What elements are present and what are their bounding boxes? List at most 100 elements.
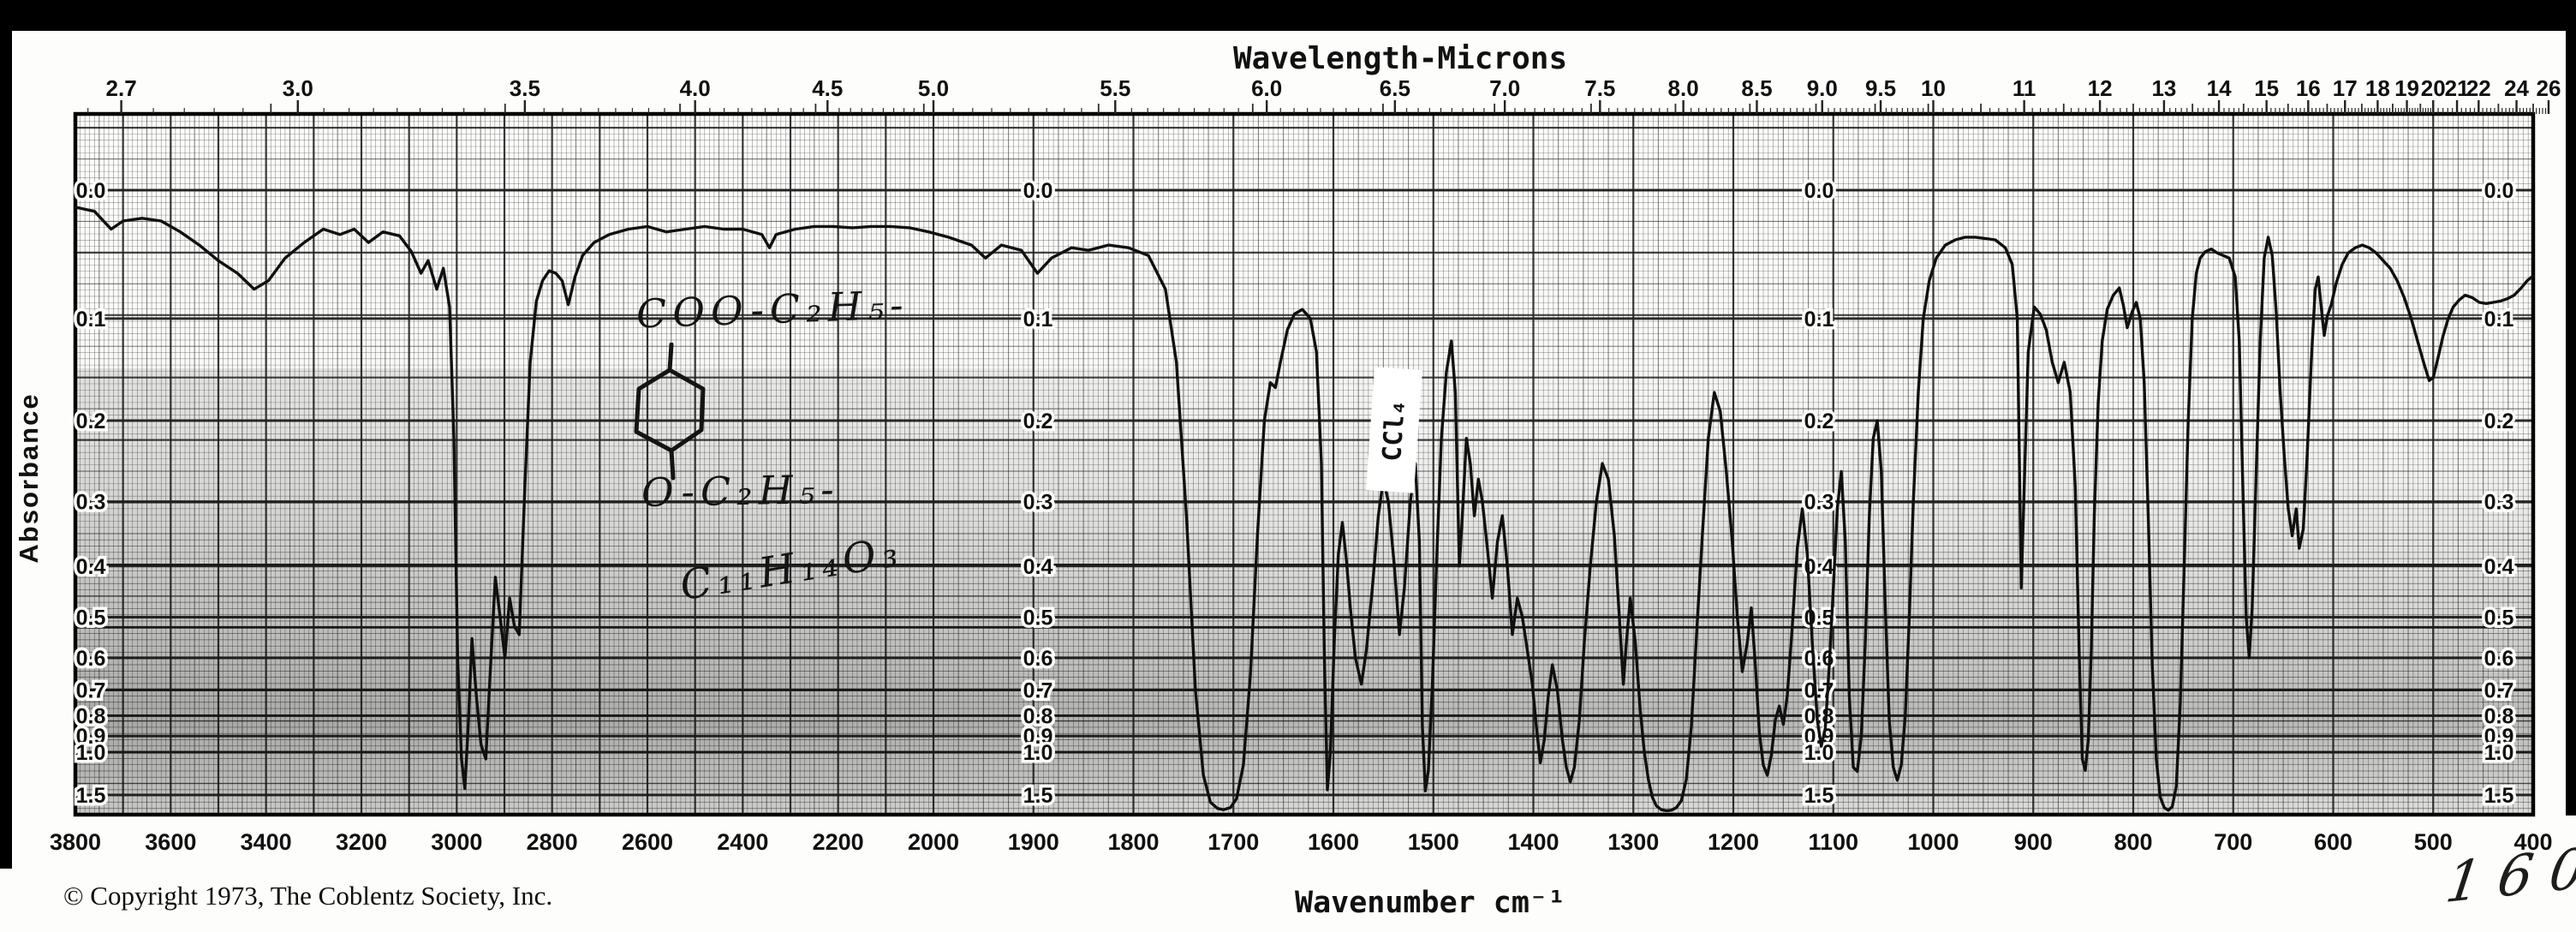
svg-text:0.8: 0.8 [2484,704,2514,728]
svg-text:0.5: 0.5 [1804,606,1834,630]
svg-text:2000: 2000 [908,829,959,855]
svg-text:11: 11 [2012,75,2036,101]
plot-frame [73,111,2536,817]
svg-text:0.0: 0.0 [1804,179,1834,203]
svg-text:0.1: 0.1 [1804,308,1834,332]
svg-text:1900: 1900 [1008,829,1059,855]
svg-text:0.2: 0.2 [1023,409,1053,433]
svg-text:500: 500 [2414,829,2453,855]
svg-text:0.9: 0.9 [76,725,106,749]
benzene-ring-icon [634,343,706,481]
svg-text:0.6: 0.6 [2484,647,2514,671]
svg-text:3.5: 3.5 [510,75,540,101]
svg-text:0.0: 0.0 [2484,179,2514,203]
page-title: Wavelength-Microns [1233,41,1568,76]
svg-text:17: 17 [2333,75,2358,101]
svg-text:22: 22 [2466,75,2491,101]
svg-text:0.1: 0.1 [76,308,106,332]
scan-edge-top [0,0,2576,31]
svg-text:4.0: 4.0 [680,75,711,101]
svg-text:400: 400 [2513,829,2552,855]
copyright-note: © Copyright 1973, The Coblentz Society, … [63,881,553,911]
svg-text:0.5: 0.5 [76,606,106,630]
structure-formula-top: COO-C₂H₅- [635,281,910,338]
svg-text:9.5: 9.5 [1865,75,1896,101]
svg-text:1.5: 1.5 [1804,784,1834,808]
svg-text:20: 20 [2421,75,2446,101]
svg-text:0.8: 0.8 [76,704,106,728]
svg-text:0.6: 0.6 [76,647,106,671]
svg-text:0.2: 0.2 [1804,409,1834,433]
svg-text:2400: 2400 [717,829,768,855]
svg-text:16: 16 [2296,75,2321,101]
svg-text:21: 21 [2445,75,2470,101]
svg-text:0.7: 0.7 [2484,679,2514,703]
svg-text:3400: 3400 [241,829,292,855]
svg-text:0.9: 0.9 [1023,725,1053,749]
svg-text:2200: 2200 [813,829,864,855]
svg-text:0.5: 0.5 [2484,606,2514,630]
svg-text:0.1: 0.1 [2484,308,2514,332]
svg-text:0.3: 0.3 [2484,491,2514,515]
svg-text:1500: 1500 [1408,829,1459,855]
solvent-label-text: CCl₄ [1377,397,1411,463]
svg-text:1800: 1800 [1107,829,1159,855]
svg-text:0.0: 0.0 [1023,179,1053,203]
svg-text:1.0: 1.0 [2484,741,2514,765]
svg-text:5.0: 5.0 [918,75,949,101]
svg-text:0.5: 0.5 [1023,606,1053,630]
svg-text:3.0: 3.0 [283,75,313,101]
svg-text:0.9: 0.9 [2484,725,2514,749]
svg-text:3800: 3800 [50,829,101,855]
top-axis-labels: 2.7 3.0 3.5 4.0 4.5 5.0 5.5 6.0 6.5 7.0 7.5 8.0 8.5 9… [106,75,2561,101]
svg-text:0.2: 0.2 [76,409,106,433]
svg-text:0.0: 0.0 [76,179,106,203]
svg-text:15: 15 [2254,75,2279,101]
svg-text:19: 19 [2394,75,2419,101]
svg-text:0.3: 0.3 [1804,491,1834,515]
x-axis-title: Wavenumber cm⁻¹ [1295,886,1566,920]
svg-text:5.5: 5.5 [1100,75,1130,101]
solvent-label: CCl₄ [1368,368,1421,492]
structure-annotation: COO-C₂H₅- O-C₂H₅- C₁₁H₁₄O₃ [629,281,1023,651]
svg-text:1000: 1000 [1907,829,1959,855]
svg-text:0.4: 0.4 [2484,555,2514,579]
svg-text:2800: 2800 [527,829,578,855]
svg-text:0.7: 0.7 [76,679,106,703]
svg-text:1400: 1400 [1507,829,1559,855]
svg-text:26: 26 [2537,75,2561,101]
svg-text:3000: 3000 [431,829,482,855]
svg-text:1700: 1700 [1208,829,1259,855]
svg-text:0.7: 0.7 [1023,679,1053,703]
svg-text:900: 900 [2014,829,2053,855]
svg-text:10: 10 [1921,75,1946,101]
svg-text:800: 800 [2114,829,2152,855]
svg-text:0.4: 0.4 [1023,555,1053,579]
svg-text:12: 12 [2088,75,2113,101]
svg-text:1.0: 1.0 [1023,741,1053,765]
molecular-formula: C₁₁H₁₄O₃ [677,527,906,611]
svg-text:7.5: 7.5 [1584,75,1615,101]
scan-shading-left [75,368,2533,815]
svg-text:2600: 2600 [622,829,673,855]
svg-text:6.0: 6.0 [1251,75,1282,101]
svg-text:4.5: 4.5 [812,75,843,101]
svg-text:0.8: 0.8 [1023,704,1053,728]
svg-text:0.3: 0.3 [1023,491,1053,515]
svg-text:0.4: 0.4 [76,555,106,579]
svg-text:1.5: 1.5 [1023,784,1053,808]
svg-text:1200: 1200 [1708,829,1759,855]
top-axis-ticks [87,100,2550,114]
svg-text:1.5: 1.5 [2484,784,2514,808]
svg-text:9.0: 9.0 [1807,75,1838,101]
scan-edge-right [2566,0,2576,816]
svg-text:3600: 3600 [145,829,196,855]
svg-text:0.3: 0.3 [76,491,106,515]
bottom-axis-labels: 3800 3600 3400 3200 3000 2800 2600 2400 2200 2000… [50,829,2553,855]
svg-text:0.2: 0.2 [2484,409,2514,433]
svg-text:1.5: 1.5 [76,784,106,808]
svg-text:1.0: 1.0 [1804,741,1834,765]
svg-text:3200: 3200 [336,829,387,855]
